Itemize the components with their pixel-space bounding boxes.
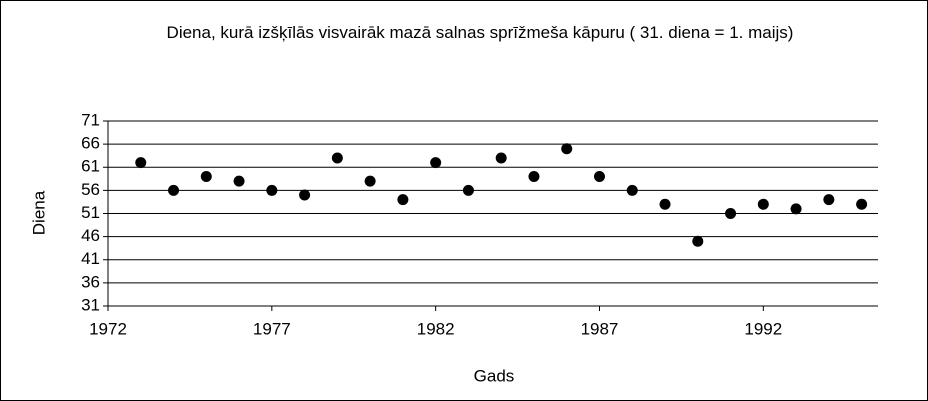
y-tick-label: 36	[81, 272, 100, 291]
data-point	[528, 171, 540, 182]
y-tick-label: 41	[81, 249, 100, 268]
data-point	[593, 171, 605, 182]
data-point	[299, 189, 311, 201]
data-point	[430, 157, 442, 169]
data-point	[495, 152, 507, 164]
data-point	[561, 143, 573, 155]
y-tick-label: 61	[81, 157, 100, 176]
y-tick-label: 71	[81, 110, 100, 129]
data-point	[790, 203, 802, 215]
data-point	[692, 235, 704, 247]
x-tick-label: 1982	[417, 319, 455, 338]
data-point	[135, 157, 147, 169]
data-point	[626, 184, 638, 196]
y-axis-label: Diena	[29, 190, 48, 235]
data-point	[397, 194, 409, 206]
y-tick-label: 66	[81, 134, 100, 153]
data-point	[659, 198, 671, 210]
data-point	[823, 194, 835, 206]
y-tick-label: 51	[81, 203, 100, 222]
data-point	[757, 198, 769, 210]
x-tick-label: 1987	[581, 319, 619, 338]
x-tick-label: 1992	[744, 319, 782, 338]
data-point	[856, 198, 868, 210]
y-tick-label: 31	[81, 295, 100, 314]
data-point	[364, 175, 376, 187]
data-point	[331, 152, 343, 164]
chart-title: Diena, kurā izšķīlās visvairāk mazā saln…	[166, 23, 794, 42]
data-point	[725, 208, 737, 219]
data-point	[168, 184, 180, 196]
data-point	[200, 171, 212, 182]
x-tick-label: 1977	[253, 319, 291, 338]
y-tick-label: 56	[81, 180, 100, 199]
x-axis-label: Gads	[474, 366, 515, 385]
y-tick-label: 46	[81, 226, 100, 245]
x-tick-label: 1972	[89, 319, 127, 338]
data-point	[462, 184, 474, 196]
data-point	[266, 184, 278, 196]
data-point	[233, 175, 245, 187]
